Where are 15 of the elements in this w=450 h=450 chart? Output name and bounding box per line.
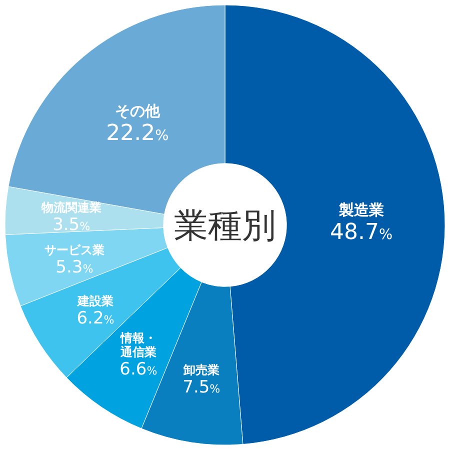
slice-label: 製造業 <box>338 200 384 219</box>
data-label: 6.6% <box>120 360 158 380</box>
data-label: 22.2% <box>106 121 169 146</box>
data-label: 48.7% <box>330 220 393 246</box>
slice-label: その他 <box>114 102 161 120</box>
slice-label: 卸売業 <box>182 362 220 377</box>
slice-label: 情報・通信業 <box>119 331 156 359</box>
data-label: 5.3% <box>56 257 94 278</box>
slice-label: サービス業 <box>44 242 104 257</box>
data-label: 6.2% <box>76 308 114 329</box>
data-label: 7.5% <box>182 377 220 398</box>
data-label: 3.5% <box>52 215 90 236</box>
slice-label: 建設業 <box>76 294 114 308</box>
text: 業種別 <box>174 206 276 246</box>
slice-label: 物流関連業 <box>40 200 102 214</box>
